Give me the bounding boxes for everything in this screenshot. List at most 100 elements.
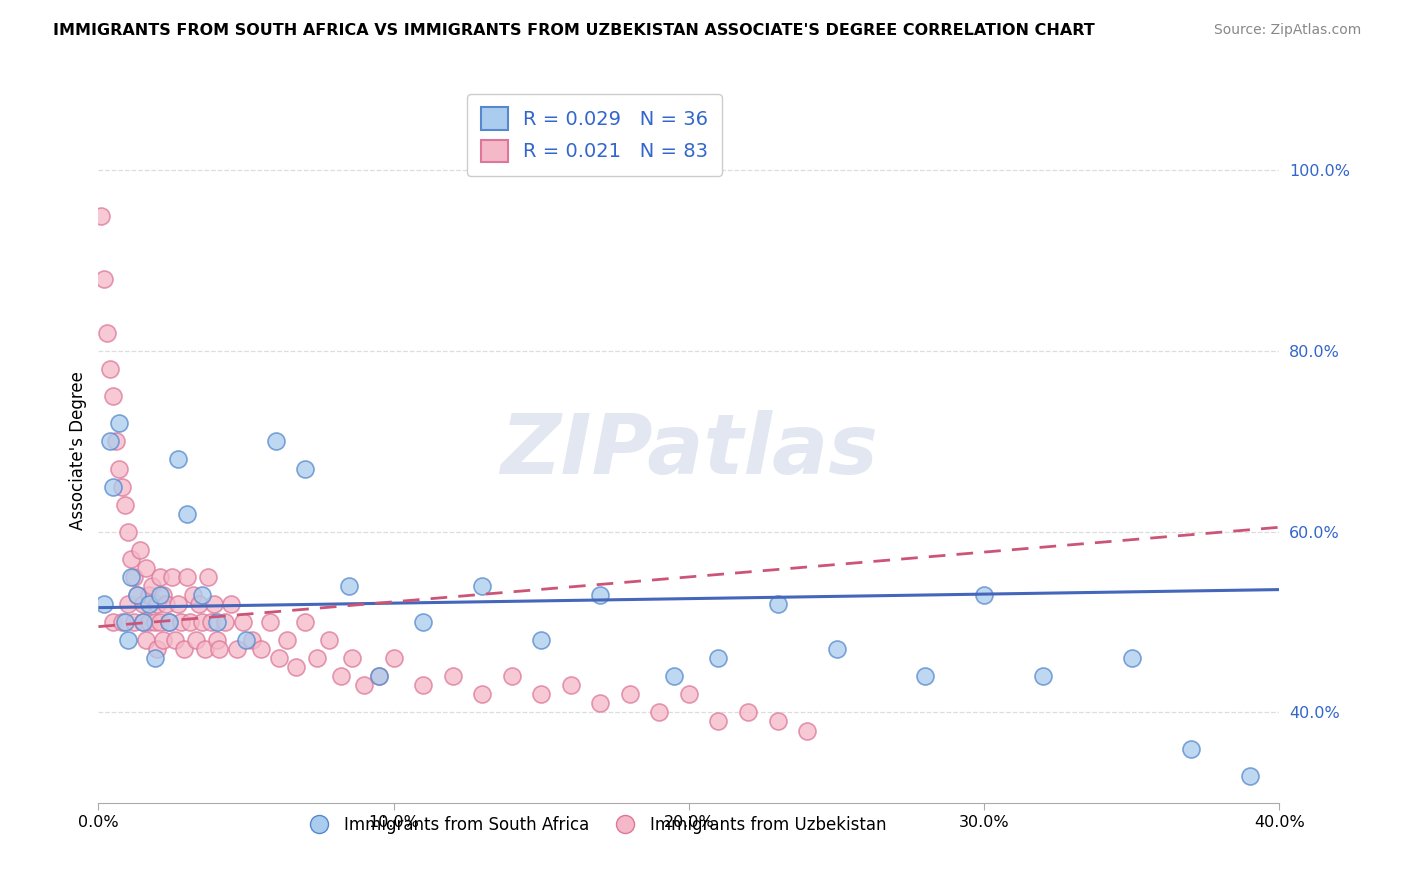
Point <box>1121 651 1143 665</box>
Point <box>111 480 134 494</box>
Point <box>1032 669 1054 683</box>
Point <box>146 597 169 611</box>
Point <box>796 723 818 738</box>
Point <box>766 597 789 611</box>
Point <box>132 615 155 629</box>
Point <box>135 561 157 575</box>
Point <box>176 570 198 584</box>
Point <box>146 642 169 657</box>
Point <box>707 714 730 729</box>
Point <box>138 597 160 611</box>
Point <box>114 615 136 629</box>
Point <box>122 570 145 584</box>
Point <box>441 669 464 683</box>
Point <box>530 687 553 701</box>
Point <box>141 579 163 593</box>
Point <box>138 615 160 629</box>
Point <box>132 615 155 629</box>
Point <box>108 417 131 431</box>
Point <box>664 669 686 683</box>
Point <box>412 678 434 692</box>
Point <box>167 452 190 467</box>
Point <box>181 588 204 602</box>
Point <box>707 651 730 665</box>
Point <box>339 579 361 593</box>
Point <box>259 615 281 629</box>
Point <box>501 669 523 683</box>
Point <box>149 615 172 629</box>
Point <box>120 552 142 566</box>
Point <box>342 651 364 665</box>
Point <box>152 588 174 602</box>
Point <box>221 597 243 611</box>
Point <box>285 660 308 674</box>
Point <box>93 597 115 611</box>
Point <box>368 669 391 683</box>
Point <box>103 480 125 494</box>
Point <box>162 570 183 584</box>
Point <box>114 498 136 512</box>
Point <box>382 651 405 665</box>
Point <box>103 615 125 629</box>
Point <box>191 615 214 629</box>
Point <box>125 588 148 602</box>
Point <box>167 597 190 611</box>
Point <box>329 669 352 683</box>
Point <box>471 579 494 593</box>
Text: IMMIGRANTS FROM SOUTH AFRICA VS IMMIGRANTS FROM UZBEKISTAN ASSOCIATE'S DEGREE CO: IMMIGRANTS FROM SOUTH AFRICA VS IMMIGRAN… <box>53 23 1095 38</box>
Point <box>98 434 121 449</box>
Point <box>187 597 209 611</box>
Point <box>318 633 340 648</box>
Y-axis label: Associate's Degree: Associate's Degree <box>69 371 87 530</box>
Point <box>122 615 145 629</box>
Point <box>111 615 134 629</box>
Point <box>138 588 160 602</box>
Point <box>149 570 172 584</box>
Point <box>149 588 172 602</box>
Point <box>191 588 214 602</box>
Point <box>176 507 198 521</box>
Point <box>184 633 207 648</box>
Point <box>305 651 328 665</box>
Point <box>589 588 612 602</box>
Point <box>530 633 553 648</box>
Point <box>973 588 995 602</box>
Point <box>825 642 848 657</box>
Point <box>368 669 391 683</box>
Point <box>98 362 121 376</box>
Point <box>155 597 177 611</box>
Point <box>157 615 180 629</box>
Point <box>589 697 612 711</box>
Point <box>264 434 287 449</box>
Point <box>619 687 641 701</box>
Point <box>250 642 273 657</box>
Point <box>1180 741 1202 756</box>
Point <box>560 678 582 692</box>
Point <box>108 461 131 475</box>
Point <box>200 615 222 629</box>
Point <box>93 272 115 286</box>
Text: Source: ZipAtlas.com: Source: ZipAtlas.com <box>1213 23 1361 37</box>
Point <box>170 615 193 629</box>
Point <box>105 434 128 449</box>
Point <box>214 615 236 629</box>
Point <box>165 633 187 648</box>
Point <box>173 642 195 657</box>
Point <box>90 209 112 223</box>
Point <box>135 633 157 648</box>
Point <box>194 642 217 657</box>
Point <box>128 542 150 557</box>
Point <box>226 642 249 657</box>
Point <box>208 642 231 657</box>
Point <box>205 633 228 648</box>
Point <box>294 461 316 475</box>
Point <box>914 669 936 683</box>
Legend: Immigrants from South Africa, Immigrants from Uzbekistan: Immigrants from South Africa, Immigrants… <box>295 809 894 840</box>
Point <box>648 706 671 720</box>
Point <box>294 615 316 629</box>
Point <box>267 651 290 665</box>
Point <box>232 615 254 629</box>
Point <box>240 633 263 648</box>
Point <box>1239 769 1261 783</box>
Point <box>276 633 298 648</box>
